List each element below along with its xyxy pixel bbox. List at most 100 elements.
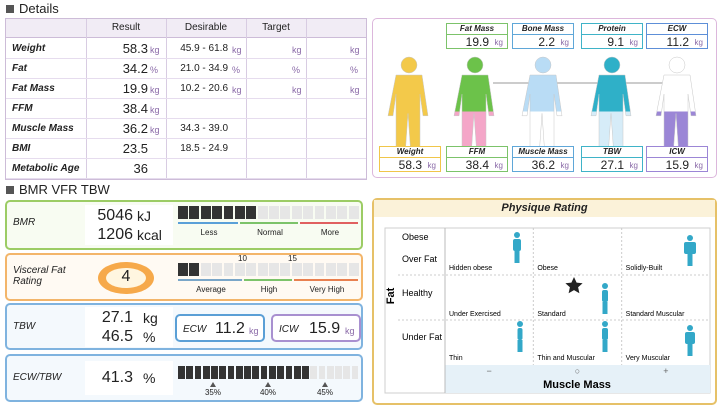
comp-box: Bone Mass 2.2 kg [512,23,574,49]
gauge-segment [302,366,309,379]
scale-line [300,222,358,224]
comp-value: 15.9 [665,158,689,172]
comp-label: Weight [380,147,440,158]
result: 36 [133,161,148,176]
figure-body [453,74,495,157]
scale-line [294,279,358,281]
gauge-segment [285,366,293,379]
scale-label: Less [200,228,218,237]
comp-unit: kg [694,161,703,170]
person-legs [517,340,523,352]
icw-unit: kg [345,326,355,336]
person-body [602,328,608,340]
tbw-pct-unit: % [143,329,156,345]
gauge-segment [314,263,325,276]
y-axis-label: Fat [385,287,397,304]
gauge-segment [291,263,302,276]
unit: kg [232,45,242,55]
bmr-kcal: 1206 [97,226,133,243]
person-body [684,242,696,254]
comp-box: Protein 9.1 kg [581,23,643,49]
person-legs [514,251,520,263]
scale-label: Very High [309,285,345,294]
comp-value: 11.2 [666,35,689,49]
unit: kg [150,85,160,95]
gauge-segment [310,366,318,379]
decor: Details [19,1,59,16]
column-header: Target [262,22,290,33]
gauge-segment [326,366,334,379]
gauge-segment [277,366,285,379]
comp-unit: kg [560,161,569,170]
ecw-unit: kg [249,326,259,336]
scale-label: More [320,228,340,237]
row-label: Fat [12,63,27,74]
comp-unit: kg [629,38,638,47]
person-legs [602,340,608,352]
comp-label: Protein [582,24,642,35]
gauge-segment [212,263,222,276]
gauge-segment [318,366,326,379]
decor [6,185,14,194]
figure-body [655,74,697,157]
gauge-segment [291,206,302,219]
gauge-segment [202,366,210,379]
person-body [602,290,608,302]
decor [6,4,14,13]
physique-title: Physique Rating [374,200,715,217]
comp-unit: kg [560,38,569,47]
tbw-label: TBW [13,321,36,332]
cell-label: Under Exercised [449,311,501,318]
gauge-segment [257,206,268,219]
unit: kg [350,85,360,95]
figure-head [603,56,621,74]
gauge-segment [200,206,211,219]
comp-box: ICW 15.9 kg [646,146,708,172]
tick-label: 15 [288,254,297,263]
gauge-segment [200,263,211,276]
gauge-segment [314,206,325,219]
unit: kg [150,105,160,115]
person-body [517,328,523,340]
scale-label: Average [196,285,226,294]
unit: kg [292,85,302,95]
comp-unit: kg [629,161,638,170]
gauge-segment [257,263,268,276]
visceral-value: 4 [121,268,131,285]
physique-grid: Fat Obese Over Fat Healthy Under Fat Hidden o… [384,227,711,394]
row-label: FFM [12,103,33,114]
unit: kg [292,45,302,55]
tbw-pct: 46.5 [101,328,133,345]
row-label: Weight [12,43,46,54]
row-line [6,158,366,159]
bmr-title: BMR VFR TBW [6,182,110,197]
col-line [306,19,307,179]
unit: % [292,65,301,75]
gauge-segment [194,366,202,379]
tick-label: 40% [259,388,276,397]
person-legs [687,344,693,356]
comp-box: TBW 27.1 kg [581,146,643,172]
result: 38.4 [122,101,148,116]
column-header: Result [111,22,141,33]
gauge-segment [260,366,268,379]
comp-box: Muscle Mass 36.2 kg [512,146,574,172]
comp-value: 2.2 [538,35,555,49]
comp-value: 19.9 [465,35,489,49]
comp-unit: kg [694,38,703,47]
gauge-segment [343,366,351,379]
composition-panel: Fat Mass 19.9 kg Bone Mass 2.2 kg Protein 9.1 kg… [372,18,717,178]
row-line [6,138,366,139]
tick-mark [322,382,328,387]
gauge-segment [223,206,234,219]
figure-head [534,56,552,74]
comp-box: Weight 58.3 kg [379,146,441,172]
details-table: Result Desirable Target Weight 58.3 kg 45.9 - … [5,18,367,180]
gauge-segment [186,366,194,379]
row-label: BMI [12,143,31,154]
icw-label: ICW [279,324,299,335]
ecw-tbw-unit: % [143,370,156,386]
gauge-segment [219,366,227,379]
ecw-tbw-value: 41.3 [101,369,133,386]
